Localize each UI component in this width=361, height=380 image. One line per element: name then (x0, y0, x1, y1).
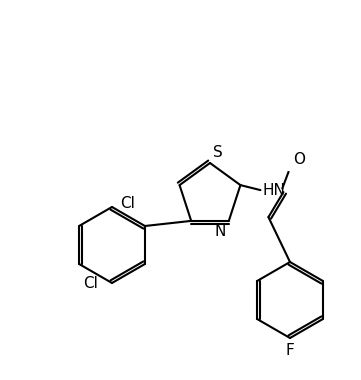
Text: Cl: Cl (83, 276, 98, 290)
Text: N: N (214, 224, 226, 239)
Text: F: F (286, 343, 294, 358)
Text: O: O (293, 152, 305, 167)
Text: Cl: Cl (120, 196, 135, 212)
Text: S: S (213, 145, 223, 160)
Text: HN: HN (262, 183, 285, 198)
